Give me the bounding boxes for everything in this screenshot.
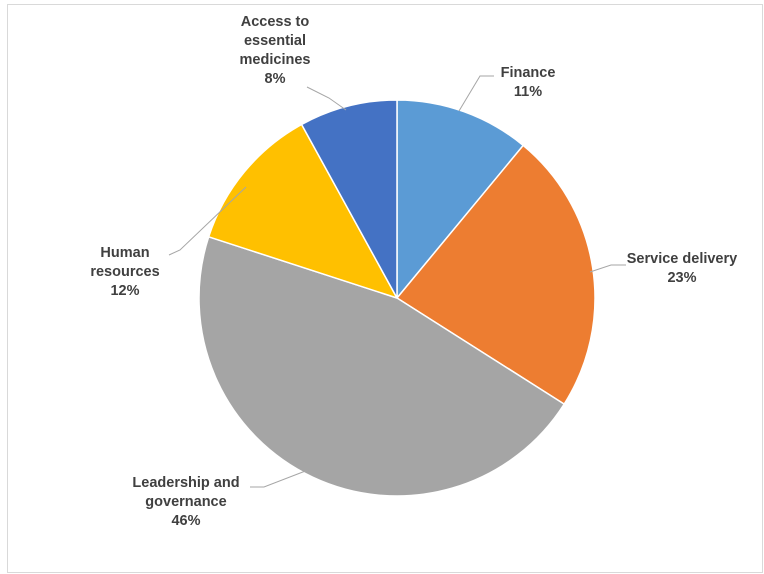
pie-slice-finance: [396, 99, 525, 301]
data-label-leadership-and-governance: Leadership and governance 46%: [132, 475, 239, 529]
data-label-name: Leadership and: [132, 475, 239, 491]
data-label-name: Finance: [501, 65, 556, 81]
leader-line-service-delivery: [589, 264, 626, 273]
leader-line-human-resources: [168, 186, 247, 256]
leader-line-finance: [458, 75, 494, 112]
leader-line-access-to-essential-medicines: [306, 86, 347, 111]
pie-slice-access-to-essential-medicines: [300, 99, 398, 299]
data-label-percent: 46%: [171, 513, 200, 529]
data-label-name: Service delivery: [627, 251, 737, 267]
data-label-percent: 11%: [514, 84, 542, 100]
data-label-name: essential: [244, 33, 306, 49]
pie-slice-service-delivery: [395, 144, 596, 406]
data-label-access-to-essential-medicines: Access to essential medicines 8%: [240, 14, 311, 87]
data-label-percent: 8%: [265, 71, 286, 87]
data-label-percent: 23%: [667, 270, 696, 286]
data-label-name: resources: [90, 264, 159, 280]
data-label-name: governance: [145, 494, 226, 510]
data-label-name: Access to: [241, 14, 310, 30]
pie-slice-human-resources: [207, 123, 399, 300]
leader-line-leadership-and-governance: [250, 469, 309, 488]
pie-slices: [198, 99, 596, 497]
data-label-finance: Finance 11%: [501, 65, 556, 100]
data-label-percent: 12%: [110, 283, 139, 299]
data-label-name: Human: [100, 245, 149, 261]
data-label-name: medicines: [240, 52, 311, 68]
pie-slice-leadership-and-governance: [198, 235, 566, 497]
data-label-human-resources: Human resources 12%: [90, 245, 159, 299]
data-label-service-delivery: Service delivery 23%: [627, 251, 737, 286]
